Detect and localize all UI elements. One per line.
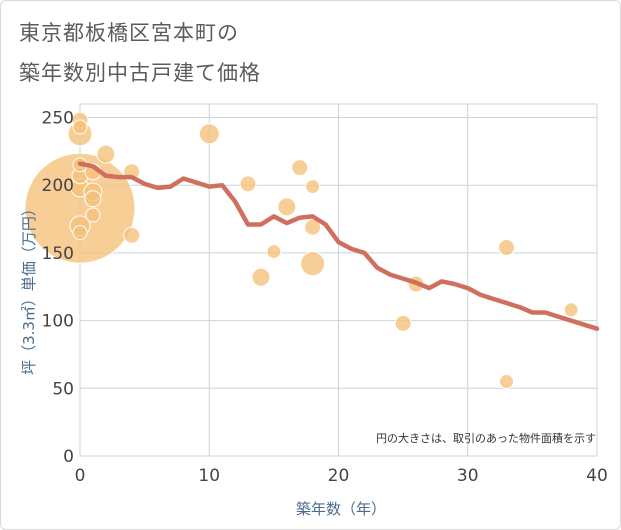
scatter-point xyxy=(563,302,579,318)
y-tick-label: 0 xyxy=(63,447,74,467)
scatter-bubbles xyxy=(24,111,579,390)
scatter-point xyxy=(198,123,220,145)
scatter-point xyxy=(72,225,88,241)
scatter-point xyxy=(498,239,516,257)
bubble-size-note: 円の大きさは、取引のあった物件面積を示す xyxy=(376,431,596,445)
scatter-point xyxy=(85,207,101,223)
y-axis-label: 坪（3.3㎡）単価（万円） xyxy=(20,201,38,375)
chart-title-line-2: 築年数別中古戸建て価格 xyxy=(19,61,261,85)
scatter-point xyxy=(305,179,321,195)
scatter-point xyxy=(304,218,322,236)
y-tick-label: 50 xyxy=(52,379,74,399)
scatter-point xyxy=(251,267,271,287)
scatter-point xyxy=(96,144,116,164)
scatter-point xyxy=(394,314,412,332)
y-tick-label: 100 xyxy=(42,312,74,332)
scatter-point xyxy=(72,119,88,135)
scatter-point xyxy=(123,226,141,244)
y-tick-label: 200 xyxy=(42,176,74,196)
scatter-point xyxy=(239,175,257,193)
trend-lines xyxy=(77,161,600,331)
y-tick-label: 250 xyxy=(42,109,74,129)
average-price-line xyxy=(77,161,600,331)
x-axis-label: 築年数（年） xyxy=(296,500,386,518)
y-tick-label: 150 xyxy=(42,244,74,264)
x-tick-label: 40 xyxy=(586,466,608,486)
scatter-point xyxy=(84,190,102,208)
chart-title-line-1: 東京都板橋区宮本町の xyxy=(19,21,239,45)
scatter-point xyxy=(291,159,309,177)
scatter-point xyxy=(266,244,282,260)
x-tick-label: 20 xyxy=(328,466,350,486)
gridlines xyxy=(79,103,598,457)
scatter-point xyxy=(277,197,297,217)
axis-ticks: 0 10 20 30 40 0 50 100 150 200 250 xyxy=(42,109,608,486)
x-tick-label: 30 xyxy=(457,466,479,486)
scatter-point xyxy=(24,152,136,264)
x-tick-label: 10 xyxy=(198,466,220,486)
x-tick-label: 0 xyxy=(75,466,86,486)
scatter-point xyxy=(499,374,515,390)
scatter-point xyxy=(300,251,326,277)
